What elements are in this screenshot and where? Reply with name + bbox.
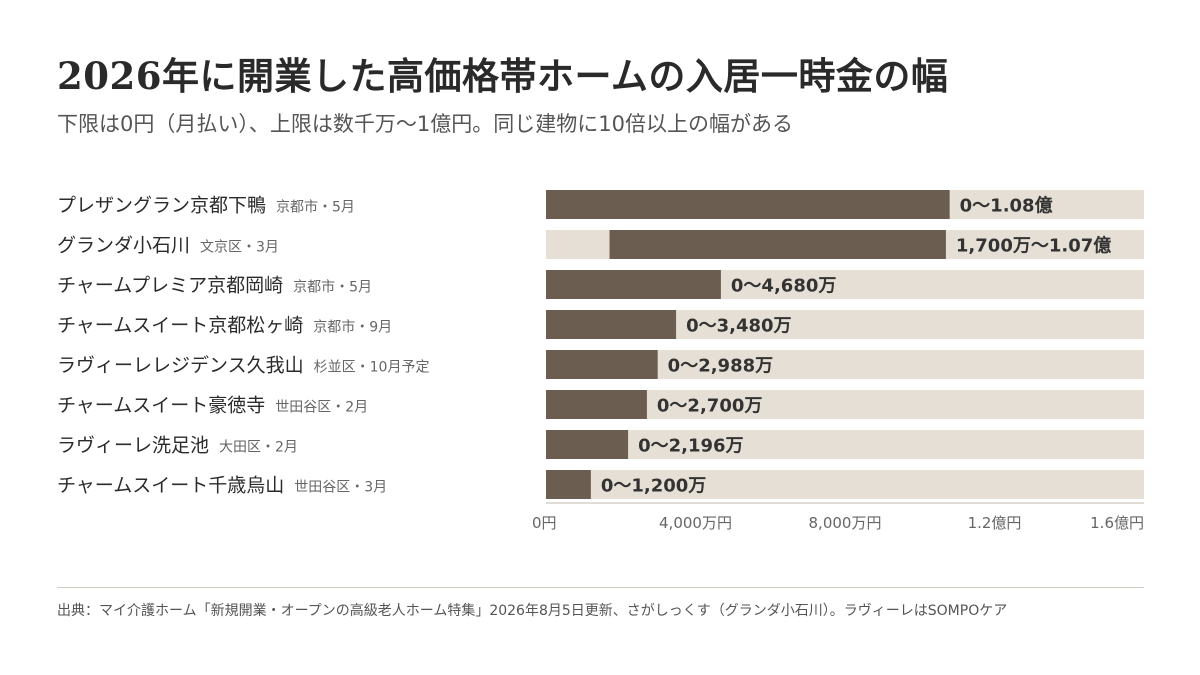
facility-name: チャームスイート豪徳寺 [57,395,265,417]
range-bar [546,350,658,379]
range-bar [546,470,591,499]
row-label: チャームスイート千歳烏山 世田谷区・3月 [57,475,387,497]
facility-name: プレザングラン京都下鴨 [57,195,266,217]
chart-subtitle: 下限は0円（月払い）、上限は数千万〜1億円。同じ建物に10倍以上の幅がある [57,112,793,136]
facility-meta: 京都市・5月 [276,199,355,216]
facility-name: ラヴィーレレジデンス久我山 [57,355,304,377]
chart-title: 2026年に開業した高価格帯ホームの入居一時金の幅 [57,54,949,98]
value-label: 1,700万〜1.07億 [956,235,1111,257]
range-bar [546,310,677,339]
footer-divider [57,587,1144,588]
facility-meta: 大田区・2月 [219,440,298,456]
row-label: ラヴィーレレジデンス久我山 杉並区・10月予定 [57,355,429,377]
range-bar [546,190,950,219]
facility-meta: 文京区・3月 [200,240,279,256]
x-tick-label: 1.2億円 [968,514,1022,532]
x-tick-label: 8,000万円 [809,514,882,532]
row-label: ラヴィーレ洗足池 大田区・2月 [57,435,298,457]
facility-name: ラヴィーレ洗足池 [57,435,209,457]
x-tick-label: 1.6億円 [1090,514,1144,532]
value-label: 0〜1.08億 [960,195,1053,217]
row-label: プレザングラン京都下鴨 京都市・5月 [57,195,355,217]
range-bar [546,270,721,299]
value-label: 0〜4,680万 [731,276,836,297]
value-label: 0〜2,988万 [668,356,773,377]
value-label: 0〜2,700万 [657,396,762,417]
value-label: 0〜3,480万 [686,316,791,337]
value-label: 0〜2,196万 [638,436,743,457]
facility-meta: 世田谷区・2月 [275,400,368,416]
source-note: 出典：マイ介護ホーム「新規開業・オープンの高級老人ホーム特集」2026年8月5日… [57,603,1008,619]
x-tick-label: 4,000万円 [659,514,732,532]
range-bar [546,390,647,419]
facility-meta: 京都市・5月 [293,279,372,296]
range-bar [546,430,629,459]
bar-track [546,430,1144,459]
row-label: グランダ小石川 文京区・3月 [57,235,279,257]
range-bar [609,230,946,259]
facility-meta: 世田谷区・3月 [294,480,387,496]
x-tick-label: 0円 [532,514,557,532]
row-label: チャームプレミア京都岡崎 京都市・5月 [57,275,372,297]
value-label: 0〜1,200万 [601,476,706,497]
facility-name: チャームプレミア京都岡崎 [57,275,283,297]
facility-name: チャームスイート京都松ヶ崎 [57,315,303,337]
facility-name: グランダ小石川 [57,235,190,257]
facility-meta: 杉並区・10月予定 [314,360,430,376]
row-label: チャームスイート京都松ヶ崎 京都市・9月 [57,315,392,337]
facility-meta: 京都市・9月 [313,319,392,336]
row-label: チャームスイート豪徳寺 世田谷区・2月 [57,395,368,417]
facility-name: チャームスイート千歳烏山 [57,475,284,497]
bar-track [546,470,1144,499]
